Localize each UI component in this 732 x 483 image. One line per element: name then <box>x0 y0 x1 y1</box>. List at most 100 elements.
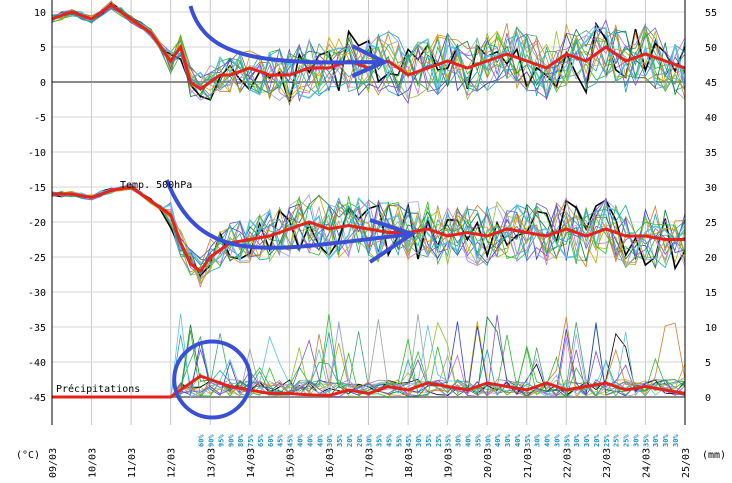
precip-probability-label: 45% <box>385 434 393 447</box>
temp500-label: Temp. 500hPa <box>120 180 192 191</box>
x-date-label: 21/03 <box>523 448 534 478</box>
precip-highlight-circle <box>172 339 253 420</box>
precip-probability-label: 95% <box>217 434 225 447</box>
x-date-label: 16/03 <box>325 448 336 478</box>
precip-probability-label: 35% <box>563 434 571 447</box>
precip-probability-label: 45% <box>287 434 295 447</box>
left-tick-label: -40 <box>28 358 46 369</box>
right-tick-label: 35 <box>705 148 717 159</box>
right-unit-label: (mm) <box>702 450 726 461</box>
precip-probability-label: 35% <box>336 434 344 447</box>
precip-label: Précipitations <box>56 383 140 395</box>
x-date-label: 24/03 <box>641 448 652 478</box>
precip-probability-label: 30% <box>652 434 660 447</box>
trend-arrow-lower <box>164 179 413 250</box>
right-tick-label: 50 <box>705 43 717 54</box>
x-date-label: 22/03 <box>562 448 573 478</box>
precip-probability-label: 35% <box>524 434 532 447</box>
precip-probability-label: 30% <box>662 434 670 447</box>
right-tick-label: 10 <box>705 323 717 334</box>
precip-probability-label: 65% <box>257 434 265 447</box>
precip-probability-label: 30% <box>583 434 591 447</box>
precip-probability-label: 35% <box>445 434 453 447</box>
precip-probability-label: 40% <box>544 434 552 447</box>
precip-probability-label: 35% <box>642 434 650 447</box>
precip-probability-label: 30% <box>632 434 640 447</box>
x-date-label: 20/03 <box>483 448 494 478</box>
precip-probability-label: 30% <box>553 434 561 447</box>
x-date-label: 25/03 <box>681 448 692 478</box>
precip-probability-label: 90% <box>208 434 216 447</box>
precip-probability-label: 30% <box>534 434 542 447</box>
precip-probability-label: 40% <box>494 434 502 447</box>
precip-probability-label: 30% <box>672 434 680 447</box>
x-date-label: 11/03 <box>127 448 138 478</box>
precip-probability-label: 35% <box>425 434 433 447</box>
precip-probability-label: 30% <box>326 434 334 447</box>
right-tick-label: 45 <box>705 78 717 89</box>
precip-probability-label: 40% <box>316 434 324 447</box>
axes: 1050-5-10-15-20-25-30-35-40-455550454035… <box>28 0 717 478</box>
left-tick-label: -15 <box>28 183 46 194</box>
precip-probability-label: 40% <box>297 434 305 447</box>
x-date-label: 18/03 <box>404 448 415 478</box>
precip-probability-label: 60% <box>198 434 206 447</box>
precip-probability-label: 30% <box>504 434 512 447</box>
precip-probability-label: 25% <box>623 434 631 447</box>
trend-arrow-upper <box>188 5 385 65</box>
precip-probability-label: 25% <box>613 434 621 447</box>
precip-probability-label: 25% <box>603 434 611 447</box>
precip-probability-label: 35% <box>376 434 384 447</box>
precip-probability-label: 20% <box>593 434 601 447</box>
precip-probability-label: 30% <box>455 434 463 447</box>
arrowhead-upper <box>351 44 390 78</box>
mean-series <box>51 3 686 399</box>
right-tick-label: 55 <box>705 8 717 19</box>
left-tick-label: 10 <box>34 8 46 19</box>
x-date-label: 23/03 <box>602 448 613 478</box>
arrowhead-lower <box>368 218 417 264</box>
precip-probability-label: 40% <box>464 434 472 447</box>
precip-probability-label: 35% <box>474 434 482 447</box>
precip-probability-label: 90% <box>227 434 235 447</box>
x-date-label: 14/03 <box>246 448 257 478</box>
precip-probability-label: 80% <box>237 434 245 447</box>
precip-probability-label: 55% <box>395 434 403 447</box>
mean-series-line <box>52 374 686 399</box>
x-date-label: 15/03 <box>285 448 296 478</box>
x-date-label: 09/03 <box>48 448 59 478</box>
mean-series-line <box>51 3 686 91</box>
annotations <box>164 5 417 420</box>
precip-probability-label: 45% <box>405 434 413 447</box>
left-tick-label: -20 <box>28 218 46 229</box>
left-tick-label: -35 <box>28 323 46 334</box>
precip-probability-label: 30% <box>484 434 492 447</box>
x-date-label: 10/03 <box>88 448 99 478</box>
left-tick-label: -5 <box>34 113 46 124</box>
mean-series-line <box>52 185 685 274</box>
right-tick-label: 0 <box>705 393 711 404</box>
precip-probability-label: 30% <box>366 434 374 447</box>
left-tick-label: -10 <box>28 148 46 159</box>
left-tick-label: 5 <box>40 43 46 54</box>
precip-probability-label: 20% <box>346 434 354 447</box>
x-date-label: 13/03 <box>206 448 217 478</box>
right-tick-label: 25 <box>705 218 717 229</box>
precip-probability-label: 45% <box>277 434 285 447</box>
precip-probability-label: 40% <box>306 434 314 447</box>
left-tick-label: -30 <box>28 288 46 299</box>
left-tick-label: 0 <box>40 78 46 89</box>
ensemble-member-line <box>51 1 686 101</box>
right-tick-label: 40 <box>705 113 717 124</box>
right-tick-label: 15 <box>705 288 717 299</box>
precip-probability-label: 75% <box>247 434 255 447</box>
x-date-label: 19/03 <box>444 448 455 478</box>
precip-probability-label: 25% <box>435 434 443 447</box>
precip-probability-label: 30% <box>415 434 423 447</box>
precip-probability-label: 40% <box>514 434 522 447</box>
left-unit-label: (°C) <box>16 450 40 461</box>
right-tick-label: 5 <box>705 358 711 369</box>
left-tick-label: -45 <box>28 393 46 404</box>
precip-probability-label: 30% <box>573 434 581 447</box>
